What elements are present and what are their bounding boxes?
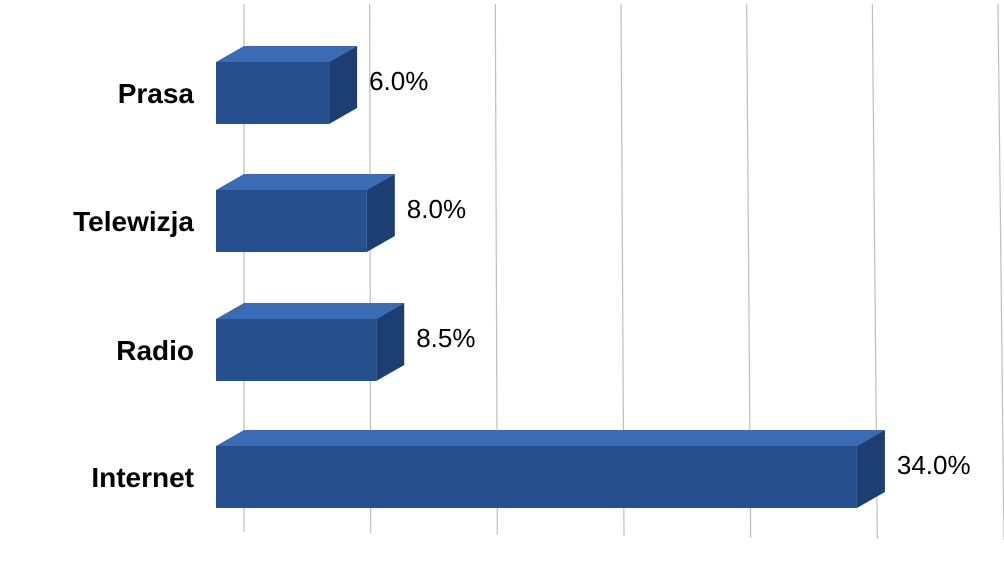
bar-chart-3d: Prasa 6.0% Telewizja 8.0% Radio 8.5% Internet 3…: [0, 0, 1004, 583]
value-label: 34.0%: [897, 450, 971, 480]
axis-label: Internet: [91, 462, 194, 493]
value-label: 8.5%: [416, 323, 475, 353]
value-label: 6.0%: [369, 66, 428, 96]
axis-label: Telewizja: [73, 206, 194, 237]
axis-label: Radio: [116, 335, 194, 366]
value-label: 8.0%: [407, 194, 466, 224]
axis-label: Prasa: [118, 78, 195, 109]
